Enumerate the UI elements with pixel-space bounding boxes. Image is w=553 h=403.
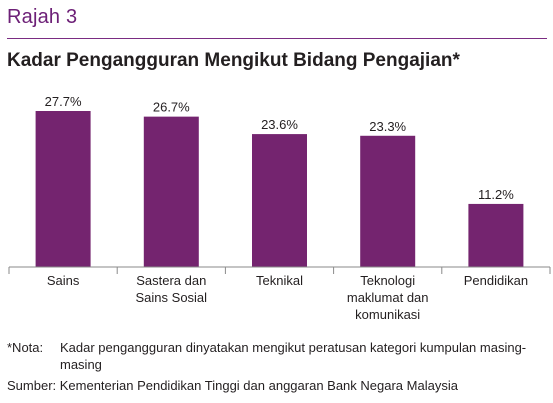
bar-chart: 27.7% 26.7% 23.6% 23.3% 11.2% Sains Sastera d…: [8, 94, 551, 322]
category-label-2-0: Teknikal: [256, 273, 303, 288]
category-label-3-1: maklumat dan: [347, 290, 429, 305]
note-text: Kadar pengangguran dinyatakan mengikut p…: [60, 340, 527, 372]
bar-1: [143, 116, 199, 267]
chart-title: Kadar Pengangguran Mengikut Bidang Penga…: [7, 50, 460, 71]
value-label-0: 27.7%: [45, 94, 82, 109]
value-label-1: 26.7%: [153, 100, 190, 115]
source-text: Sumber: Kementerian Pendidikan Tinggi da…: [7, 378, 458, 393]
category-label-4-0: Pendidikan: [464, 273, 528, 288]
bar-3: [360, 135, 416, 267]
note-prefix: *Nota:: [7, 340, 44, 355]
category-label-0-0: Sains: [47, 273, 80, 288]
figure-label-rule: [7, 38, 547, 39]
category-label-1-1: Sains Sosial: [136, 290, 208, 305]
bar-0: [35, 111, 91, 267]
value-label-2: 23.6%: [261, 117, 298, 132]
bar-2: [252, 134, 307, 267]
category-label-3-2: komunikasi: [355, 307, 420, 322]
category-label-1-0: Sastera dan: [136, 273, 206, 288]
category-label-3-0: Teknologi: [360, 273, 415, 288]
bar-4: [468, 203, 524, 267]
value-label-4: 11.2%: [478, 187, 514, 202]
figure-label: Rajah 3: [7, 6, 78, 28]
value-label-3: 23.3%: [369, 119, 406, 134]
